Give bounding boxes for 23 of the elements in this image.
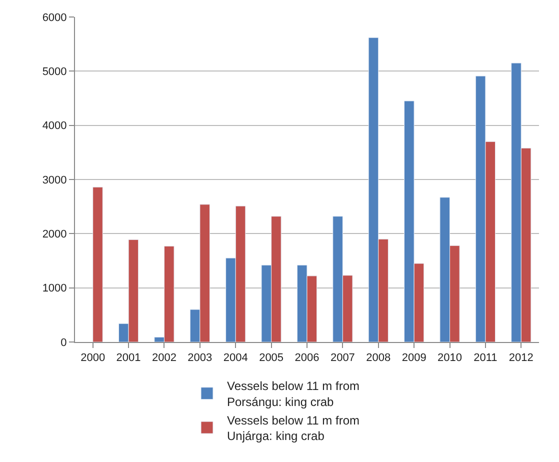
bar	[92, 186, 103, 342]
legend-label: Vessels below 11 m from Unjárga: king crab	[227, 413, 360, 444]
x-tick-label: 2010	[438, 352, 462, 364]
x-tick-label: 2002	[152, 352, 176, 364]
x-tick-label: 2011	[474, 352, 498, 364]
x-tick-label: 2001	[116, 352, 141, 364]
x-tick-label: 2004	[223, 352, 248, 364]
x-tick-label: 2012	[508, 352, 534, 364]
x-tick-label: 2006	[294, 352, 320, 364]
x-tick-label: 2003	[188, 352, 212, 364]
y-tick-label: 5000	[42, 66, 67, 78]
x-tick-label: 2008	[366, 352, 391, 364]
y-tick-label: 2000	[42, 228, 67, 241]
x-tick-label: 2005	[259, 352, 284, 364]
x-tick-label: 2000	[80, 352, 106, 364]
y-tick-label: 0	[60, 336, 67, 349]
x-tick-label: 2009	[402, 352, 426, 364]
y-tick-label: 3000	[42, 174, 67, 186]
y-tick-label: 4000	[42, 120, 67, 132]
y-tick-label: 6000	[42, 12, 67, 24]
y-tick-label: 1000	[42, 282, 67, 295]
x-tick-label: 2007	[330, 352, 355, 364]
legend-label: Vessels below 11 m from Porsángu: king crab	[227, 379, 360, 409]
